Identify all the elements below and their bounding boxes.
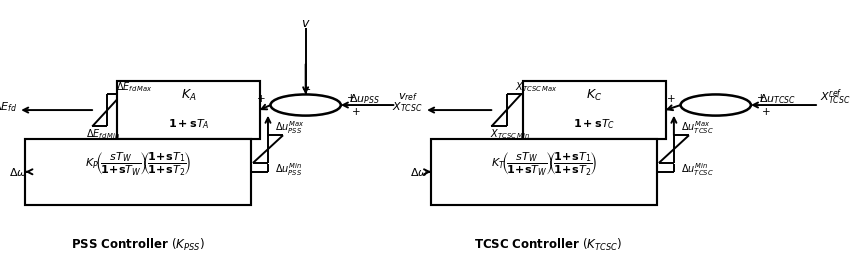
Text: $X_{TCSC\,Min}$: $X_{TCSC\,Min}$ (490, 127, 529, 141)
Text: PSS Controller $(K_{PSS})$: PSS Controller $(K_{PSS})$ (72, 237, 205, 253)
Text: $\Delta u_{TCSC}^{Min}$: $\Delta u_{TCSC}^{Min}$ (680, 161, 712, 178)
Text: TCSC Controller $(K_{TCSC})$: TCSC Controller $(K_{TCSC})$ (473, 237, 622, 253)
Text: $\Delta\omega$: $\Delta\omega$ (409, 166, 428, 178)
Text: $+$: $+$ (760, 106, 769, 117)
Text: $+$: $+$ (665, 93, 675, 104)
Text: $+$: $+$ (345, 92, 355, 103)
Bar (26, 139, 251, 204)
Text: $\Delta\omega$: $\Delta\omega$ (9, 166, 27, 178)
Text: $\Delta E_{fd\,Max}$: $\Delta E_{fd\,Max}$ (115, 80, 153, 94)
Text: $\mathbf{1+s}T_C$: $\mathbf{1+s}T_C$ (572, 117, 615, 131)
Bar (117, 81, 259, 139)
Bar (431, 139, 657, 204)
Text: $K_T\!\left(\!\dfrac{sT_W}{\mathbf{1\!+\!s}T_W}\!\right)\!\!\left(\!\dfrac{\math: $K_T\!\left(\!\dfrac{sT_W}{\mathbf{1\!+\… (490, 151, 597, 178)
Text: $\Delta u_{PSS}$: $\Delta u_{PSS}$ (349, 92, 380, 106)
Text: $\mathbf{1+s}T_A$: $\mathbf{1+s}T_A$ (167, 117, 209, 131)
Circle shape (680, 94, 750, 116)
Bar (523, 81, 664, 139)
Text: $+$: $+$ (255, 93, 265, 104)
Text: $\Delta u_{PSS}^{Max}$: $\Delta u_{PSS}^{Max}$ (275, 119, 304, 136)
Text: $K_P\!\left(\!\dfrac{sT_W}{\mathbf{1\!+\!s}T_W}\!\right)\!\!\left(\!\dfrac{\math: $K_P\!\left(\!\dfrac{sT_W}{\mathbf{1\!+\… (85, 151, 191, 178)
Text: $+$: $+$ (755, 92, 765, 103)
Text: $-$: $-$ (300, 83, 310, 93)
Text: $v_{ref}$: $v_{ref}$ (397, 92, 417, 103)
Text: $X_{TCSC}$: $X_{TCSC}$ (392, 101, 422, 114)
Text: $\Delta E_{fd}$: $\Delta E_{fd}$ (0, 101, 17, 114)
Text: $K_C$: $K_C$ (585, 87, 602, 102)
Text: $\Delta u_{TCSC}^{Max}$: $\Delta u_{TCSC}^{Max}$ (680, 119, 712, 136)
Text: $v$: $v$ (300, 17, 310, 30)
Text: $X_{TCSC}^{ref}$: $X_{TCSC}^{ref}$ (820, 88, 850, 107)
Text: $X_{TCSC\,Max}$: $X_{TCSC\,Max}$ (514, 80, 557, 94)
Circle shape (270, 94, 340, 116)
Text: $\Delta u_{TCSC}$: $\Delta u_{TCSC}$ (758, 92, 796, 106)
Text: $K_A$: $K_A$ (181, 87, 196, 102)
Text: $+$: $+$ (351, 106, 360, 117)
Text: $\Delta E_{fd\,Min}$: $\Delta E_{fd\,Min}$ (86, 127, 120, 141)
Text: $\Delta u_{PSS}^{Min}$: $\Delta u_{PSS}^{Min}$ (275, 161, 302, 178)
